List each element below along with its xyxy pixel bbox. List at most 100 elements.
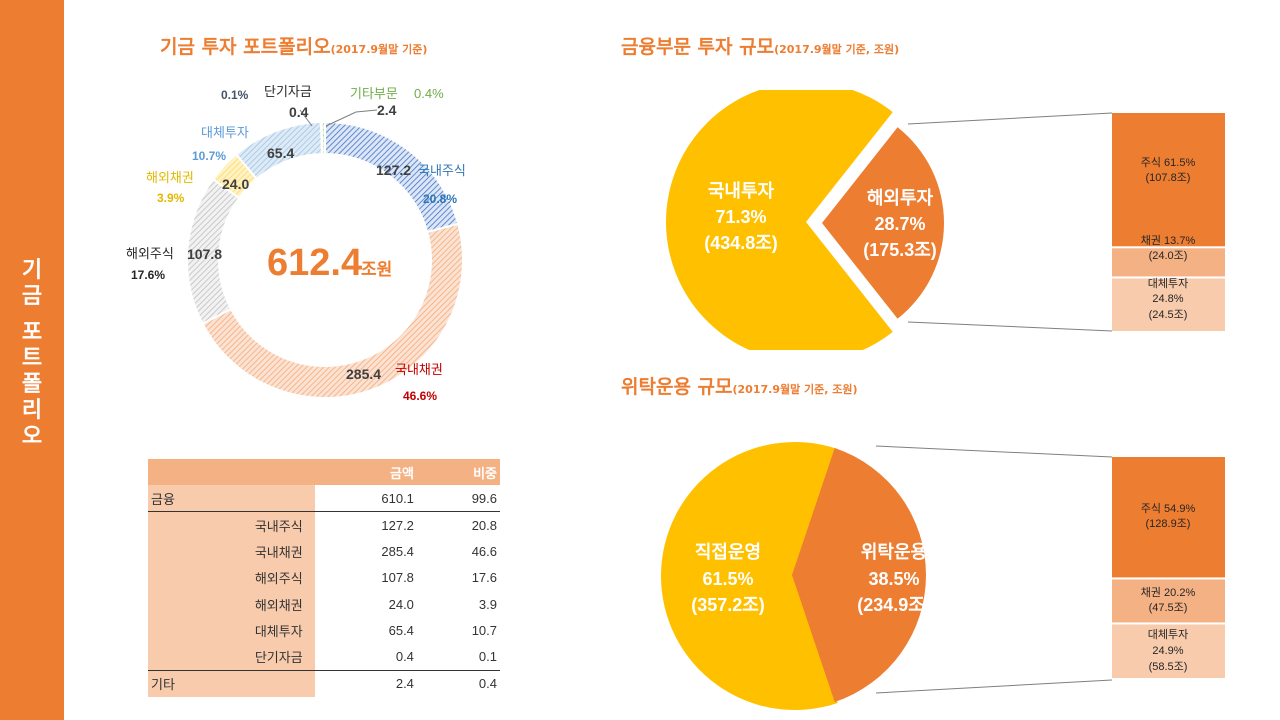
sidebar-title-char: 폴	[21, 372, 43, 397]
table-row-amount: 65.4	[388, 622, 414, 638]
table-row-amount: 24.0	[388, 596, 414, 612]
finance-domestic-amount: (434.8조)	[704, 233, 778, 253]
table-row: 대체투자 65.4 10.7	[148, 617, 500, 644]
table-row-share: 0.4	[416, 669, 500, 697]
finance-bar-alt-label: 대체투자	[1148, 277, 1188, 290]
finance-domestic-percent: 71.3%	[715, 207, 766, 227]
trust-bar-alt-percent: 24.9%	[1152, 645, 1183, 657]
table-row-share: 10.7	[471, 622, 497, 638]
finance-foreign-amount: (175.3조)	[863, 240, 937, 260]
trust-title: 위탁운용 규모(2017.9월말 기준, 조원)	[621, 372, 858, 399]
portfolio-total-unit: 조원	[361, 260, 392, 279]
trust-bar-stock	[1112, 457, 1225, 578]
foreign-bond-percent: 3.9%	[157, 191, 185, 205]
table-row-share: 17.6	[471, 570, 497, 586]
finance-connector-top	[907, 112, 1113, 125]
alternative-percent: 10.7%	[192, 149, 226, 163]
alternative-value: 65.4	[267, 145, 294, 161]
portfolio-title-text: 기금 투자 포트폴리오	[160, 36, 331, 58]
finance-domestic-label: 국내투자	[708, 181, 775, 201]
finance-domestic-slice	[666, 90, 893, 350]
table-row-label: 국내주식	[148, 511, 315, 539]
finance-bar-bond-amount: (24.0조)	[1149, 250, 1188, 262]
finance-bar-alt-percent: 24.8%	[1152, 293, 1183, 305]
sidebar-title-char: 기	[21, 258, 43, 283]
finance-bar-bond	[1112, 248, 1225, 277]
finance-title: 금융부문 투자 규모(2017.9월말 기준, 조원)	[621, 32, 899, 59]
trust-entrusted-amount: (234.9조)	[857, 595, 931, 615]
other-label: 기타부문	[350, 86, 398, 101]
other-percent: 0.4%	[414, 86, 444, 101]
sidebar-title-char: 포	[21, 320, 43, 345]
sidebar	[0, 0, 64, 720]
table-header-row: 금액 비중	[148, 459, 500, 486]
table-row: 해외채권 24.0 3.9	[148, 590, 500, 618]
table-row-amount: 285.4	[381, 544, 414, 560]
domestic-bond-label: 국내채권	[395, 362, 443, 377]
short-term-leader-line	[299, 109, 313, 127]
portfolio-title: 기금 투자 포트폴리오(2017.9월말 기준)	[160, 32, 427, 59]
table-row-label: 기타	[148, 669, 315, 697]
trust-entrusted-slice	[792, 447, 926, 703]
table-row-amount: 107.8	[381, 570, 414, 586]
trust-connector-bottom	[875, 679, 1113, 694]
finance-subtitle: (2017.9월말 기준, 조원)	[774, 43, 900, 56]
table-row: 국내채권 285.4 46.6	[148, 538, 500, 565]
finance-bar-stock-label: 주식 61.5%	[1141, 156, 1196, 169]
table-row: 기타 2.4 0.4	[148, 669, 500, 697]
finance-foreign-slice	[822, 127, 944, 319]
finance-connector-bottom	[907, 321, 1113, 332]
portfolio-donut-chart: 127.2 285.4 107.8 24.0 65.4 0.4 2.4 국내주식…	[126, 84, 466, 403]
finance-foreign-percent: 28.7%	[874, 214, 925, 234]
table-row-label: 해외채권	[148, 590, 315, 618]
finance-bar-alt-amount: (24.5조)	[1149, 309, 1188, 321]
trust-direct-percent: 61.5%	[702, 569, 753, 589]
short-term-value: 0.4	[289, 104, 309, 120]
other-leader-line	[355, 109, 378, 113]
portfolio-table: 금액 비중 금융 610.1 99.6 국내주식 127.2 20.8 국내채권…	[148, 459, 500, 697]
table-row-share: 46.6	[471, 544, 497, 560]
table-row: 단기자금 0.4 0.1	[148, 643, 500, 670]
foreign-bond-value: 24.0	[222, 176, 249, 192]
table-row-amount: 127.2	[381, 517, 414, 533]
trust-bar-stock-label: 주식 54.9%	[1141, 502, 1196, 515]
domestic-stock-label: 국내주식	[418, 163, 466, 178]
table-row: 국내주식 127.2 20.8	[148, 511, 500, 539]
trust-bar-stock-amount: (128.9조)	[1146, 518, 1191, 530]
table-row-amount: 0.4	[395, 648, 414, 664]
foreign-bond-label: 해외채권	[146, 170, 194, 185]
trust-bar-bond	[1112, 579, 1225, 623]
table-row: 금융 610.1 99.6	[148, 485, 500, 513]
table-row-amount: 2.4	[314, 669, 417, 697]
table-row-label: 단기자금	[148, 643, 315, 670]
foreign-stock-percent: 17.6%	[131, 268, 165, 282]
sidebar-title-char: 금	[21, 284, 43, 309]
trust-entrusted-label: 위탁운용	[861, 542, 927, 562]
portfolio-total-value: 612.4	[267, 242, 362, 284]
foreign-stock-value: 107.8	[187, 246, 222, 262]
finance-foreign-label: 해외투자	[867, 188, 934, 208]
table-header-amount: 금액	[314, 459, 417, 486]
trust-bar-bond-label: 채권 20.2%	[1141, 586, 1196, 599]
trust-title-text: 위탁운용 규모	[621, 376, 733, 398]
domestic-bond-percent: 46.6%	[403, 389, 437, 403]
table-row-label: 해외주식	[148, 564, 315, 591]
finance-bar-alternative	[1112, 278, 1225, 331]
table-row-label: 국내채권	[148, 538, 315, 565]
finance-bar-stock	[1112, 113, 1225, 247]
table-row-label: 금융	[148, 485, 315, 513]
table-row-share: 0.1	[478, 648, 497, 664]
trust-bar-bond-amount: (47.5조)	[1149, 602, 1188, 614]
finance-bar-bond-label: 채권 13.7%	[1141, 234, 1196, 247]
portfolio-subtitle: (2017.9월말 기준)	[330, 43, 428, 56]
foreign-stock-label: 해외주식	[126, 246, 174, 261]
short-term-label: 단기자금	[264, 84, 312, 99]
trust-connector-top	[875, 445, 1113, 458]
other-slice	[320, 120, 326, 156]
alternative-label: 대체투자	[201, 125, 249, 140]
domestic-stock-value: 127.2	[376, 162, 411, 178]
table-row-amount: 610.1	[314, 485, 417, 513]
domestic-stock-percent: 20.8%	[423, 192, 457, 206]
sidebar-title-char: 오	[21, 424, 43, 449]
other-value: 2.4	[377, 102, 397, 118]
